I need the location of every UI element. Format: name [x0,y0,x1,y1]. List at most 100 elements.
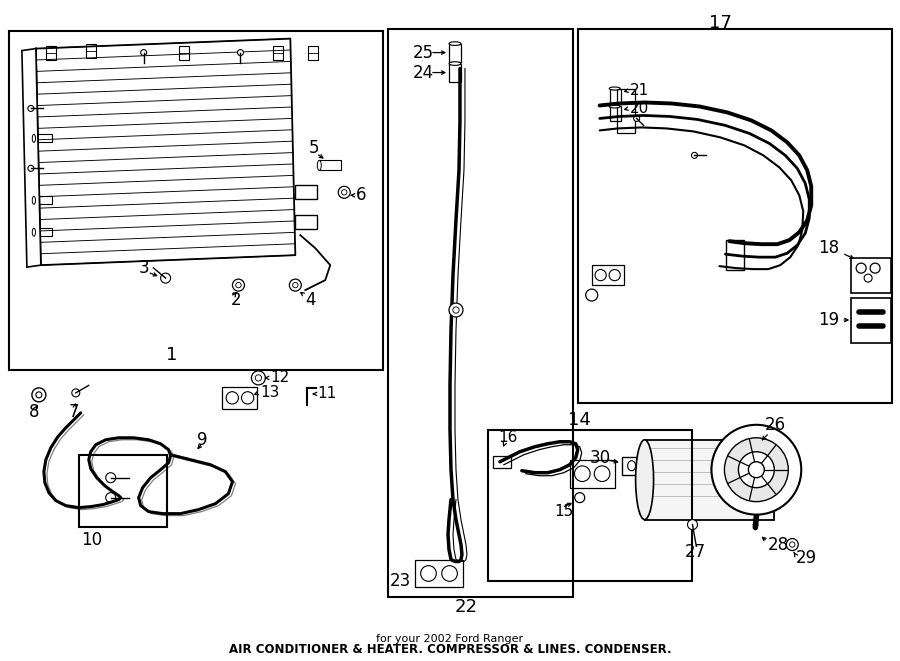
Circle shape [594,466,610,481]
Text: 4: 4 [305,291,316,309]
Circle shape [289,279,302,291]
Circle shape [856,263,866,273]
Text: 1: 1 [166,346,177,364]
Circle shape [586,289,598,301]
Bar [320,161,341,171]
Text: 2: 2 [230,291,241,309]
Bar [9,30,383,370]
Bar [851,258,891,293]
Circle shape [870,263,880,273]
Bar [295,185,318,199]
Circle shape [453,307,459,313]
Text: 14: 14 [568,411,590,429]
Text: 3: 3 [139,259,149,277]
Circle shape [238,50,243,56]
Bar [493,455,511,468]
Bar [488,430,692,582]
Circle shape [292,282,298,288]
Bar [616,89,634,134]
Bar [295,215,318,229]
Text: 29: 29 [796,549,816,566]
Circle shape [575,492,585,502]
Circle shape [105,473,116,483]
Circle shape [595,270,607,281]
Bar [178,46,189,59]
Circle shape [28,106,34,112]
Text: 13: 13 [260,385,280,401]
Bar [79,455,166,527]
Text: 10: 10 [81,531,102,549]
Circle shape [256,375,262,381]
Text: 21: 21 [630,83,649,98]
Bar [609,89,621,104]
Text: 22: 22 [455,598,478,617]
Circle shape [338,186,350,198]
Ellipse shape [635,440,653,520]
Bar [34,196,52,204]
Circle shape [420,566,436,581]
Text: for your 2002 Ford Ranger: for your 2002 Ford Ranger [376,635,524,644]
Text: 24: 24 [413,63,434,81]
Ellipse shape [449,61,461,65]
Circle shape [160,273,171,283]
Text: 30: 30 [590,449,611,467]
Text: 8: 8 [29,403,40,421]
Circle shape [251,371,266,385]
Text: 6: 6 [356,186,366,204]
Circle shape [449,303,463,317]
Ellipse shape [609,105,620,108]
Circle shape [749,462,764,478]
Circle shape [574,466,590,481]
Circle shape [688,520,698,529]
Bar [644,440,774,520]
Ellipse shape [609,87,620,90]
Circle shape [36,392,42,398]
Circle shape [226,392,239,404]
Text: 19: 19 [818,311,839,329]
Text: 11: 11 [318,387,337,401]
Bar [309,46,319,59]
Ellipse shape [32,196,35,204]
Bar [622,457,642,475]
Text: 20: 20 [630,101,649,116]
Text: 17: 17 [709,14,733,32]
Text: 15: 15 [554,504,574,519]
Text: 5: 5 [309,139,319,157]
Circle shape [241,392,254,404]
Circle shape [711,425,801,515]
Bar [388,28,572,598]
Circle shape [864,274,872,282]
Text: 28: 28 [768,535,788,553]
Bar [570,460,615,488]
Text: AIR CONDITIONER & HEATER. COMPRESSOR & LINES. CONDENSER.: AIR CONDITIONER & HEATER. COMPRESSOR & L… [229,643,671,656]
Circle shape [724,438,788,502]
Ellipse shape [449,42,461,46]
Circle shape [442,566,457,581]
Circle shape [738,451,774,488]
Bar [86,44,95,58]
Circle shape [232,279,245,291]
Circle shape [609,270,620,281]
Text: 25: 25 [413,44,434,61]
Ellipse shape [318,161,321,171]
Ellipse shape [32,134,35,142]
Bar [274,46,284,59]
Text: 16: 16 [498,430,518,446]
Bar [609,106,621,122]
Bar [415,559,463,588]
Circle shape [341,190,346,195]
Circle shape [789,542,795,547]
Bar [851,298,891,343]
Circle shape [236,282,241,288]
Bar [222,387,257,409]
Text: 18: 18 [818,239,839,257]
Circle shape [32,388,46,402]
Bar [578,28,892,403]
Text: 23: 23 [390,572,411,590]
Circle shape [140,50,147,56]
Text: 7: 7 [68,403,79,421]
Bar [46,46,56,59]
Text: 27: 27 [685,543,706,561]
Bar [726,240,744,270]
Circle shape [72,389,80,397]
